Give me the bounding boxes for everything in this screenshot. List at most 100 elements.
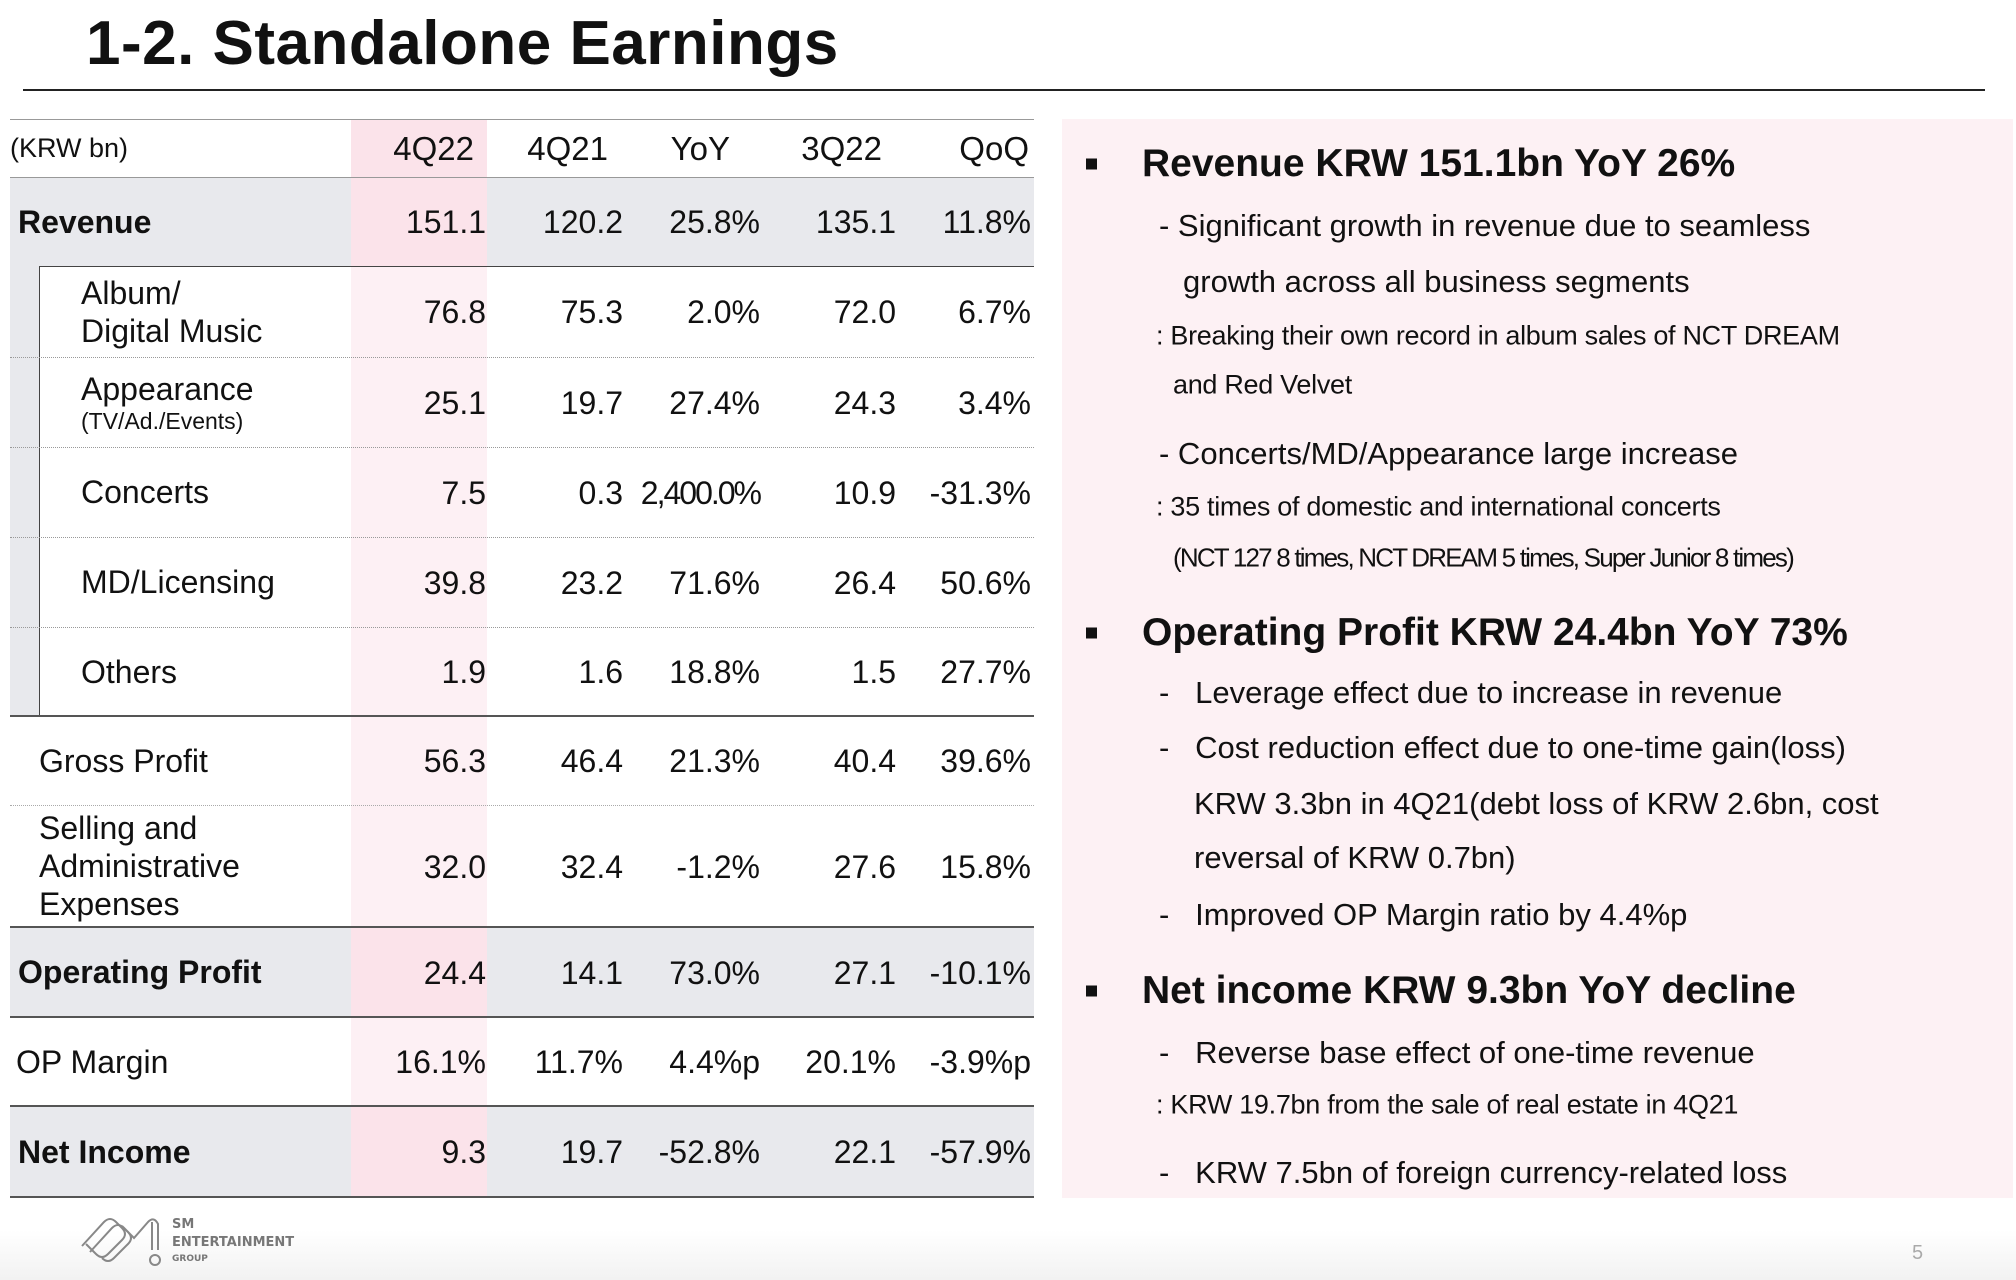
- cell-4q21: 19.7: [560, 1134, 623, 1170]
- cell-4q22: 25.1: [423, 384, 486, 421]
- row-label: Album/ Digital Music: [81, 267, 262, 358]
- row-label-text: Concerts: [81, 474, 210, 511]
- row-label: Others: [81, 628, 177, 717]
- cell-yoy: 73.0%: [669, 954, 760, 991]
- cell-yoy: 71.6%: [669, 564, 760, 601]
- logo-text-group: GROUP: [172, 1254, 208, 1264]
- row-label: MD/Licensing: [81, 538, 275, 628]
- row-divider: [39, 266, 1034, 267]
- row-label-text: Net Income: [18, 1133, 191, 1170]
- row-label-text: OP Margin: [16, 1043, 169, 1080]
- highlight-heading: Revenue KRW 151.1bn YoY 26%: [1142, 142, 1736, 185]
- highlight-column-bg: [351, 1018, 487, 1107]
- cell-4q21: 11.7%: [534, 1044, 623, 1080]
- cell-yoy: 4.4%p: [669, 1044, 760, 1080]
- highlight-line: - Cost reduction effect due to one-time …: [1159, 730, 1846, 765]
- cell-3q22: 27.6: [833, 848, 896, 885]
- cell-4q21: 75.3: [560, 294, 623, 330]
- highlight-line: - Concerts/MD/Appearance large increase: [1159, 436, 1738, 471]
- cell-4q21: 0.3: [578, 474, 623, 511]
- row-label-text: Album/ Digital Music: [81, 274, 263, 349]
- footer: [0, 1230, 2016, 1280]
- highlight-line: - Improved OP Margin ratio by 4.4%p: [1159, 897, 1688, 932]
- highlight-line: KRW 3.3bn in 4Q21(debt loss of KRW 2.6bn…: [1194, 786, 1879, 821]
- cell-4q22: 16.1%: [395, 1044, 486, 1080]
- row-indent-gutter: [10, 628, 40, 717]
- cell-3q22: 26.4: [833, 564, 896, 601]
- cell-qoq: -31.3%: [929, 474, 1031, 511]
- cell-4q22: 76.8: [423, 294, 486, 330]
- highlight-line: reversal of KRW 0.7bn): [1194, 840, 1516, 875]
- row-divider: [10, 627, 1034, 628]
- row-divider: [10, 805, 1034, 806]
- highlights-panel: [1062, 119, 2013, 1198]
- table-row: MD/Licensing 39.8 23.2 71.6% 26.4 50.6%: [10, 538, 1034, 628]
- table-row: Concerts 7.5 0.3 2,400.0% 10.9 -31.3%: [10, 448, 1034, 538]
- cell-4q21: 14.1: [560, 954, 623, 991]
- unit-label: (KRW bn): [10, 132, 129, 163]
- bullet-icon: [1086, 158, 1097, 170]
- cell-4q22: 9.3: [441, 1134, 486, 1170]
- cell-yoy: 21.3%: [669, 743, 760, 779]
- highlight-column-bg: [351, 178, 487, 267]
- highlight-line: - Leverage effect due to increase in rev…: [1159, 675, 1783, 710]
- row-indent-gutter: [10, 538, 40, 628]
- row-label-sub: (TV/Ad./Events): [81, 408, 244, 435]
- table-header-row: (KRW bn) 4Q22 4Q21 YoY 3Q22 QoQ: [10, 119, 1034, 178]
- sm-logo-icon: SM ENTERTAINMENT GROUP: [81, 1217, 294, 1266]
- highlight-column-bg: [351, 628, 487, 717]
- table-row: Net Income 9.3 19.7 -52.8% 22.1 -57.9%: [10, 1107, 1034, 1198]
- row-divider: [10, 447, 1034, 448]
- cell-qoq: 6.7%: [958, 294, 1031, 330]
- cell-yoy: -52.8%: [658, 1134, 760, 1170]
- row-label: OP Margin: [16, 1018, 168, 1107]
- column-header: YoY: [670, 129, 730, 167]
- cell-3q22: 135.1: [815, 204, 896, 240]
- highlight-line: : Breaking their own record in album sal…: [1156, 320, 1840, 351]
- cell-4q21: 19.7: [560, 384, 623, 421]
- earnings-table: (KRW bn) 4Q22 4Q21 YoY 3Q22 QoQ Revenue 151.1 12…: [10, 119, 1034, 1198]
- logo-text-entertainment: ENTERTAINMENT: [172, 1235, 294, 1250]
- row-label: Selling and Administrative Expenses: [39, 806, 240, 928]
- table-row: Revenue 151.1 120.2 25.8% 135.1 11.8%: [10, 178, 1034, 267]
- cell-3q22: 24.3: [833, 384, 896, 421]
- row-label-text: Appearance: [81, 370, 254, 407]
- highlight-column-bg: [351, 1107, 487, 1198]
- title-divider: [23, 89, 1985, 91]
- table-row: OP Margin 16.1% 11.7% 4.4%p 20.1% -3.9%p: [10, 1018, 1034, 1107]
- highlight-column-bg: [351, 358, 487, 448]
- highlight-line: - Reverse base effect of one-time revenu…: [1159, 1035, 1755, 1070]
- cell-qoq: 15.8%: [940, 848, 1031, 885]
- cell-4q22: 32.0: [423, 848, 486, 885]
- column-header: 4Q22: [393, 129, 474, 167]
- cell-4q21: 46.4: [560, 743, 623, 779]
- row-divider: [10, 537, 1034, 538]
- cell-4q22: 56.3: [423, 743, 486, 779]
- cell-4q21: 23.2: [560, 564, 623, 601]
- cell-4q22: 1.9: [441, 654, 486, 690]
- column-header: QoQ: [959, 129, 1029, 167]
- cell-yoy: 2.0%: [687, 294, 760, 330]
- highlight-line: : 35 times of domestic and international…: [1156, 491, 1721, 522]
- highlight-column-header-bg: [351, 120, 487, 177]
- cell-4q22: 39.8: [423, 564, 486, 601]
- highlight-line: - KRW 7.5bn of foreign currency-related …: [1159, 1155, 1788, 1190]
- page-number: 5: [1912, 1242, 1924, 1264]
- table-row: Gross Profit 56.3 46.4 21.3% 40.4 39.6%: [10, 717, 1034, 806]
- column-header: 3Q22: [801, 129, 882, 167]
- cell-yoy: -1.2%: [676, 848, 760, 885]
- cell-yoy: 27.4%: [669, 384, 760, 421]
- row-divider: [10, 926, 1034, 928]
- row-label-text: Operating Profit: [18, 954, 262, 991]
- cell-3q22: 10.9: [833, 474, 896, 511]
- highlight-line: growth across all business segments: [1183, 264, 1690, 299]
- row-divider: [10, 1016, 1034, 1018]
- row-divider: [10, 357, 1034, 358]
- cell-4q22: 24.4: [423, 954, 486, 991]
- cell-yoy: 18.8%: [669, 654, 760, 690]
- table-row: Others 1.9 1.6 18.8% 1.5 27.7%: [10, 628, 1034, 717]
- row-label-text: MD/Licensing: [81, 564, 275, 601]
- highlight-column-bg: [351, 717, 487, 806]
- row-divider: [10, 715, 1034, 717]
- highlight-heading: Net income KRW 9.3bn YoY decline: [1142, 969, 1796, 1012]
